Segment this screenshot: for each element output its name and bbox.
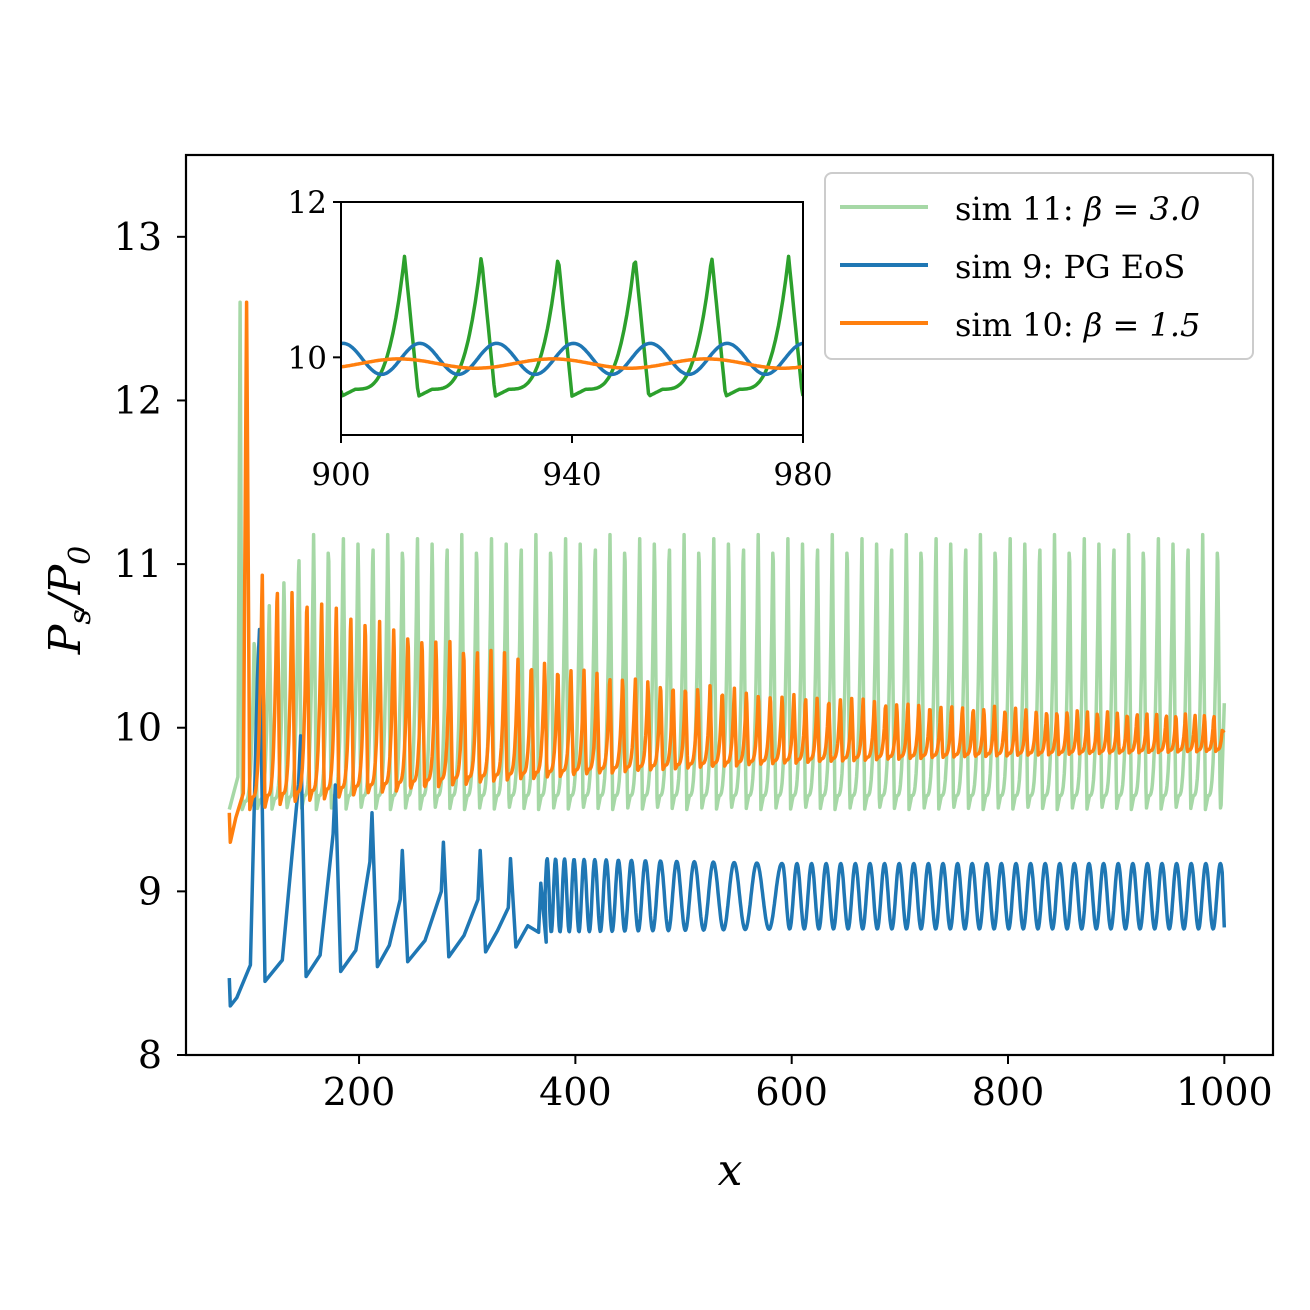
y-tick-label: 11 <box>114 542 162 586</box>
y-tick-label: 13 <box>114 215 162 259</box>
legend-label-sim11: sim 11: β = 3.0 <box>955 190 1200 228</box>
x-tick-label: 600 <box>755 1070 828 1114</box>
series-sim10 <box>227 300 1226 845</box>
y-axis-label: Ps/P0 <box>40 546 98 656</box>
y-tick-label: 12 <box>114 378 162 422</box>
y-tick-label: 9 <box>138 869 162 913</box>
x-tick-label: 200 <box>323 1070 396 1114</box>
inset-y-tick-label: 10 <box>288 340 327 376</box>
legend-box <box>824 172 1254 360</box>
series-sim11 <box>227 300 1227 812</box>
legend-label-sim9: sim 9: PG EoS <box>955 248 1185 286</box>
y-tick-label: 8 <box>138 1033 162 1077</box>
x-tick-label: 1000 <box>1176 1070 1273 1114</box>
inset-x-tick-label: 900 <box>311 457 370 493</box>
inset-series-orange <box>341 357 803 370</box>
inset-lines <box>341 254 803 398</box>
inset-series-green <box>341 254 803 398</box>
main-plot-frame <box>184 153 1275 1057</box>
legend: sim 11: β = 3.0 sim 9: PG EoS sim 10: β … <box>824 172 1254 360</box>
x-tick-label: 800 <box>972 1070 1045 1114</box>
inset-ticks-group: 900 940 980 10 12 <box>288 185 833 493</box>
inset-series-group <box>341 254 803 398</box>
y-tick-label: 10 <box>114 706 162 750</box>
x-axis-label: x <box>718 1145 743 1196</box>
inset-x-tick-label: 940 <box>542 457 601 493</box>
main-ticks-group: 200 400 600 800 1000 8 9 10 11 12 13 <box>114 215 1273 1114</box>
series-sim9 <box>227 627 1227 1008</box>
legend-label-sim10: sim 10: β = 1.5 <box>955 306 1200 344</box>
main-series-group <box>227 300 1227 1008</box>
x-tick-label: 400 <box>539 1070 612 1114</box>
inset-y-tick-label: 12 <box>288 185 327 221</box>
inset-series-blue <box>341 341 803 377</box>
inset-x-tick-label: 980 <box>773 457 832 493</box>
